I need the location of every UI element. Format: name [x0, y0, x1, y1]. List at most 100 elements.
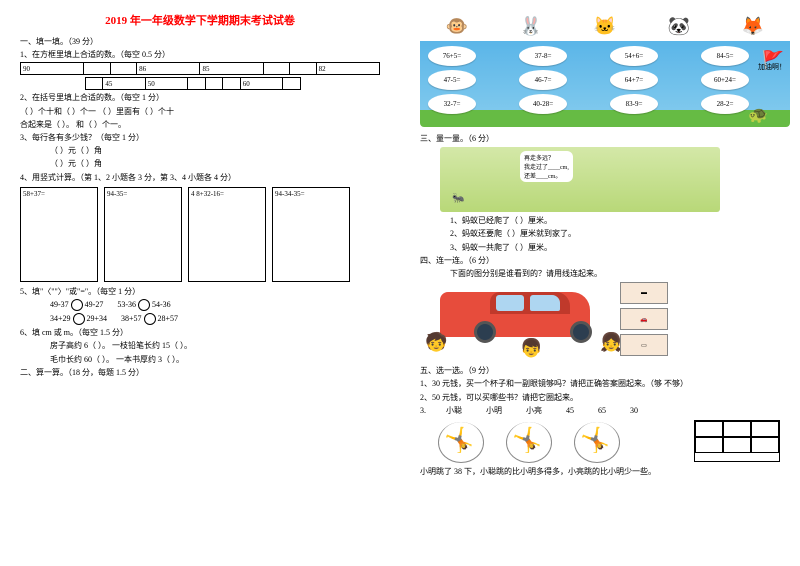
compare-circle	[138, 299, 150, 311]
s5-q3-row: 3. 小聪 小明 小亮 45 65 30	[420, 405, 780, 416]
rabbit-icon: 🐰	[516, 12, 546, 40]
compare-circle	[144, 313, 156, 325]
calc-box-3: 4 8+32-16=	[188, 187, 266, 282]
view-box: 🚗	[620, 308, 668, 330]
q3-line-2: （ ）元（ ）角	[50, 158, 380, 169]
speech-bubble: 再走多远？ 我走过了____cm, 还差____cm。	[520, 151, 573, 182]
expr: 34+29	[50, 314, 71, 323]
q2-label: 2、在括号里填上合适的数。（每空 1 分）	[20, 92, 380, 103]
calc-box-1: 58+37=	[20, 187, 98, 282]
expr: 53-36	[117, 300, 136, 309]
number-table-1: 90 8685 82	[20, 62, 380, 75]
stone: 64+7=	[610, 70, 658, 90]
view-box: ▬	[620, 282, 668, 304]
section-1-heading: 一、填一填。（39 分）	[20, 36, 380, 47]
expr: 29+34	[87, 314, 108, 323]
speech-line: 我走过了____cm,	[524, 162, 569, 171]
q5-row-2: 34+29 29+34 38+57 28+57	[50, 313, 380, 325]
stepping-stones: 76+5= 37-8= 54+6= 84-5= 47-5= 46-7= 64+7…	[428, 46, 782, 114]
kid-name: 小聪	[446, 405, 462, 416]
calc-box-4: 94-34-35=	[272, 187, 350, 282]
cell: 45	[103, 78, 145, 90]
q5-row-1: 49-37 49-27 53-36 54-36	[50, 299, 380, 311]
right-column: 🐵 🐰 🐱 🐼 🦊 76+5= 37-8= 54+6= 84-5= 47-5= …	[400, 0, 800, 566]
jump-count: 30	[630, 405, 638, 416]
q3-label: 3、每行各有多少钱？（每空 1 分）	[20, 132, 380, 143]
left-column: 2019 年一年级数学下学期期末考试试卷 一、填一填。（39 分） 1、在方框里…	[0, 0, 400, 566]
q2-line-1: （ ）个十和（ ）个一 （ ）里面有（ ）个十	[20, 106, 380, 117]
kid-name: 小亮	[526, 405, 542, 416]
q3-line-1: （ ）元（ ）角	[50, 145, 380, 156]
car-body	[440, 292, 590, 337]
cell: 90	[21, 63, 84, 75]
turtle-icon: 🐢	[748, 105, 768, 125]
stone: 84-5=	[701, 46, 749, 66]
car-window	[496, 295, 524, 311]
cell: 50	[145, 78, 187, 90]
calc-box-2: 94-35=	[104, 187, 182, 282]
expr: 54-36	[152, 300, 171, 309]
q6-line-2: 毛巾长约 60（ ）。 一本书厚约 3（ ）。	[50, 354, 380, 365]
stone: 40-28=	[519, 94, 567, 114]
q4-label: 4、用竖式计算。（第 1、2 小题各 3 分，第 3、4 小题各 4 分）	[20, 172, 380, 183]
stone: 46-7=	[519, 70, 567, 90]
cell	[263, 63, 289, 75]
s3-line-3: 3、蚂蚁一共爬了（ ）厘米。	[450, 242, 780, 253]
compare-circle	[71, 299, 83, 311]
cell: 86	[137, 63, 200, 75]
number-table-2: 4550 60	[85, 77, 301, 90]
speech-line: 还差____cm。	[524, 171, 569, 180]
section-4-heading: 四、连一连。（6 分）	[420, 255, 780, 266]
cat-icon: 🐱	[590, 12, 620, 40]
ant-icon: 🐜	[452, 193, 464, 204]
fox-icon: 🦊	[738, 12, 768, 40]
stone: 28-2=	[701, 94, 749, 114]
q1-label: 1、在方框里填上合适的数。（每空 0.5 分）	[20, 49, 380, 60]
cheer-text: 加油啊！	[758, 62, 786, 72]
car-window	[530, 295, 560, 311]
s5-bottom: 小明跳了 38 下，小聪跳的比小明多得多，小亮跳的比小明少一些。	[420, 466, 780, 477]
cell	[187, 78, 205, 90]
jumping-kid-icon: 🤸	[440, 420, 478, 462]
s5-q2: 2、50 元钱，可以买哪些书？请把它圈起来。	[420, 392, 780, 403]
s3-line-2: 2、蚂蚁还要爬（ ）厘米就到家了。	[450, 228, 780, 239]
ant-measure-scene: 再走多远？ 我走过了____cm, 还差____cm。 🐜	[440, 147, 720, 212]
jumping-kid-icon: 🤸	[576, 420, 614, 462]
kid-name: 小明	[486, 405, 502, 416]
q2-line-2: 合起来是（ ）。 和（ ）个一。	[20, 119, 380, 130]
s3-line-1: 1、蚂蚁已经爬了（ ）厘米。	[450, 215, 780, 226]
cell: 82	[316, 63, 379, 75]
cell: 60	[240, 78, 282, 90]
cell	[84, 63, 110, 75]
stone: 60+24=	[701, 70, 749, 90]
stone: 54+6=	[610, 46, 658, 66]
child-observer-icon: 🧒	[425, 332, 443, 362]
stone: 32-7=	[428, 94, 476, 114]
s4-sub: 下面的图分别是谁看到的？请用线连起来。	[450, 268, 780, 279]
cell	[85, 78, 103, 90]
answer-grid	[694, 420, 780, 462]
animals-river-scene: 🐵 🐰 🐱 🐼 🦊 76+5= 37-8= 54+6= 84-5= 47-5= …	[420, 12, 790, 127]
exam-title: 2019 年一年级数学下学期期末考试试卷	[20, 12, 380, 28]
calc-boxes: 58+37= 94-35= 4 8+32-16= 94-34-35=	[20, 187, 380, 282]
panda-icon: 🐼	[664, 12, 694, 40]
cell: 85	[200, 63, 263, 75]
child-observer-icon: 👧	[600, 332, 618, 362]
animal-row: 🐵 🐰 🐱 🐼 🦊	[420, 12, 790, 42]
section-2-heading: 二、算一算。（18 分，每题 1.5 分）	[20, 367, 380, 378]
cell	[205, 78, 223, 90]
car-view-scene: 🧒 👦 👧 ▬ 🚗 ▭	[420, 282, 700, 362]
cell	[110, 63, 136, 75]
speech-line: 再走多远？	[524, 153, 569, 162]
child-observer-icon: 👦	[520, 338, 538, 368]
wheel-icon	[474, 321, 496, 343]
cell	[223, 78, 241, 90]
jump-rope-kids: 🤸 🤸 🤸	[440, 420, 780, 462]
jump-count: 65	[598, 405, 606, 416]
expr: 49-27	[85, 300, 104, 309]
view-thumbnails: ▬ 🚗 ▭	[620, 282, 700, 360]
section-5-heading: 五、选一选。（9 分）	[420, 365, 780, 376]
stone: 47-5=	[428, 70, 476, 90]
cell	[290, 63, 316, 75]
jump-count: 45	[566, 405, 574, 416]
